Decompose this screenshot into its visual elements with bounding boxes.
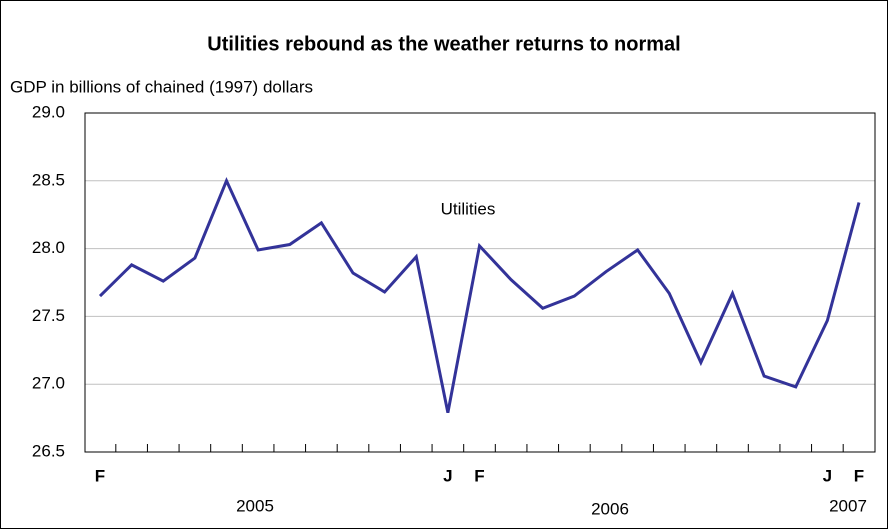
- y-tick-label: 29.0: [32, 102, 65, 121]
- series-label: Utilities: [441, 199, 496, 218]
- x-tick-label: F: [474, 466, 484, 485]
- year-label: 2005: [236, 496, 274, 515]
- year-label: 2007: [829, 496, 867, 515]
- y-tick-label: 27.5: [32, 306, 65, 325]
- x-tick-label: F: [95, 466, 105, 485]
- x-tick-label: J: [823, 466, 832, 485]
- year-label: 2006: [591, 499, 629, 518]
- y-tick-label: 28.5: [32, 170, 65, 189]
- x-tick-label: F: [854, 466, 864, 485]
- chart-title: Utilities rebound as the weather returns…: [207, 33, 680, 55]
- y-tick-label: 28.0: [32, 238, 65, 257]
- data-line: [98, 177, 861, 413]
- plot-border: [84, 112, 876, 453]
- y-tick-label: 27.0: [32, 374, 65, 393]
- x-tick-label: J: [443, 466, 452, 485]
- y-axis-label: GDP in billions of chained (1997) dollar…: [10, 77, 313, 96]
- y-tick-label: 26.5: [32, 441, 65, 460]
